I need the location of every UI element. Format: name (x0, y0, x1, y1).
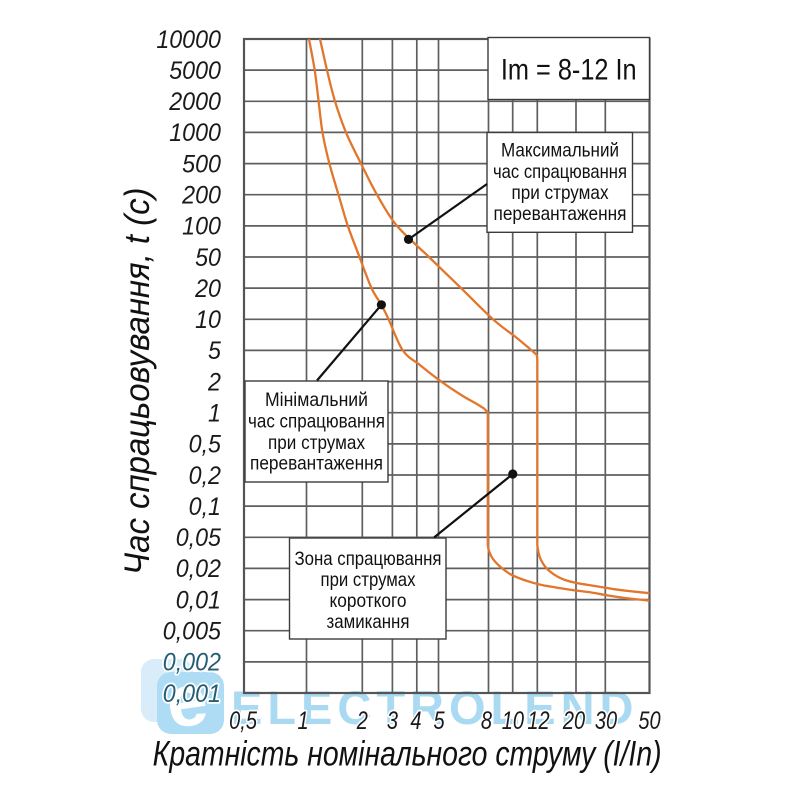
svg-text:20: 20 (194, 275, 221, 303)
svg-text:200: 200 (181, 182, 221, 210)
svg-text:при струмах: при струмах (268, 432, 365, 454)
svg-text:5: 5 (433, 707, 444, 735)
svg-text:1000: 1000 (169, 119, 221, 147)
svg-text:50: 50 (638, 707, 661, 735)
svg-text:4: 4 (410, 707, 421, 735)
svg-text:0,2: 0,2 (189, 462, 222, 490)
svg-text:ELECTROLEND: ELECTROLEND (231, 681, 639, 734)
svg-text:0,005: 0,005 (163, 618, 222, 646)
svg-text:замикання: замикання (327, 611, 410, 633)
svg-text:Мінімальний: Мінімальний (265, 389, 368, 411)
svg-text:2: 2 (207, 369, 221, 397)
svg-text:короткого: короткого (330, 590, 407, 612)
svg-text:20: 20 (562, 707, 585, 735)
svg-text:12: 12 (527, 707, 550, 735)
svg-text:0,002: 0,002 (163, 649, 222, 677)
svg-text:1: 1 (208, 400, 221, 428)
svg-text:500: 500 (182, 151, 221, 179)
svg-text:2000: 2000 (168, 88, 221, 116)
svg-text:100: 100 (182, 213, 221, 241)
svg-text:5000: 5000 (169, 57, 221, 85)
svg-text:8: 8 (481, 707, 492, 735)
svg-text:при струмах: при струмах (321, 569, 416, 591)
svg-text:0,5: 0,5 (229, 707, 257, 735)
svg-text:1: 1 (297, 707, 308, 735)
svg-text:при струмах: при струмах (512, 182, 609, 204)
svg-text:10: 10 (502, 707, 525, 735)
svg-text:0,01: 0,01 (176, 587, 221, 615)
svg-text:0,02: 0,02 (176, 555, 222, 583)
svg-text:30: 30 (595, 707, 618, 735)
svg-text:перевантаження: перевантаження (494, 203, 627, 225)
svg-text:10: 10 (195, 306, 221, 334)
svg-text:0,05: 0,05 (176, 524, 222, 552)
svg-text:10000: 10000 (156, 26, 221, 54)
svg-text:Зона спрацювання: Зона спрацювання (295, 548, 442, 570)
svg-text:Кратність номінального струму: Кратність номінального струму (I/In) (153, 735, 662, 774)
svg-text:0,5: 0,5 (189, 431, 222, 459)
svg-text:5: 5 (208, 337, 221, 365)
svg-text:0,001: 0,001 (163, 680, 221, 708)
svg-text:перевантаження: перевантаження (250, 453, 383, 475)
svg-text:час спрацювання: час спрацювання (493, 161, 627, 183)
svg-text:Im = 8-12 In: Im = 8-12 In (501, 54, 637, 86)
svg-text:Час спрацьовування, t (с): Час спрацьовування, t (с) (118, 188, 157, 576)
svg-text:50: 50 (195, 244, 221, 272)
svg-text:2: 2 (356, 707, 368, 735)
svg-text:3: 3 (387, 707, 398, 735)
svg-text:час спрацювання: час спрацювання (248, 411, 385, 433)
svg-text:0,1: 0,1 (189, 493, 221, 521)
svg-text:Максимальний: Максимальний (501, 139, 619, 161)
